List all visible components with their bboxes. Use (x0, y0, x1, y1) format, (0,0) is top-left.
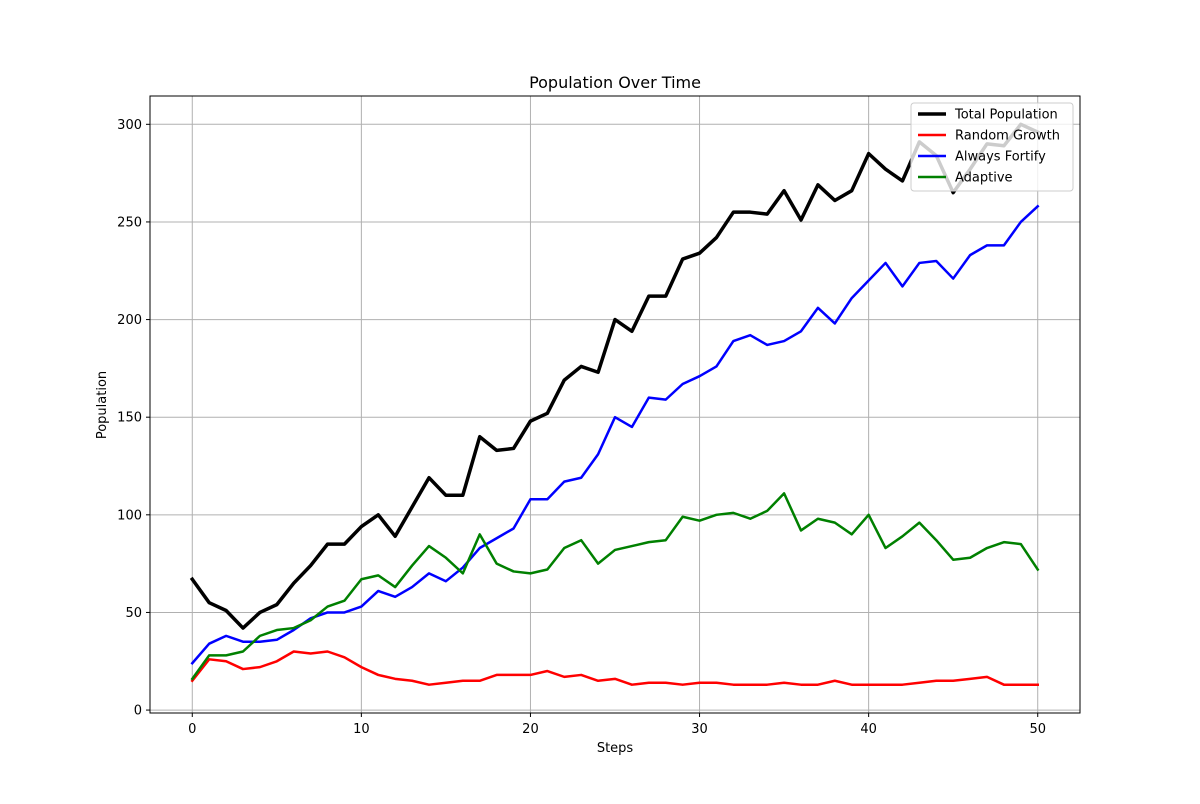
legend-box (910, 102, 1074, 192)
x-tick-label: 20 (522, 722, 539, 737)
x-tick-label: 10 (353, 722, 370, 737)
plot-frame (149, 95, 1081, 714)
legend-label-total-population: Total Population (954, 108, 1058, 123)
y-tick-label: 100 (117, 508, 142, 523)
series-line-random-growth (190, 650, 1039, 686)
y-tick-label: 150 (117, 411, 142, 426)
y-tick-label: 200 (117, 313, 142, 328)
y-tick-label: 0 (134, 704, 142, 719)
series-lines (189, 122, 1041, 686)
x-tick-label: 30 (691, 722, 708, 737)
y-tick-label: 250 (117, 215, 142, 230)
y-axis-label: Population (95, 371, 110, 439)
legend-label-always-fortify: Always Fortify (955, 150, 1046, 165)
series-line-always-fortify (190, 204, 1040, 665)
legend-label-adaptive: Adaptive (955, 171, 1013, 186)
y-tick-label: 300 (117, 118, 142, 133)
series-line-adaptive (190, 492, 1040, 681)
y-tick-label: 50 (125, 606, 142, 621)
x-tick-label: 50 (1029, 722, 1046, 737)
x-tick-label: 40 (860, 722, 877, 737)
x-axis-label: Steps (597, 741, 634, 756)
legend: Total Population Random Growth Always Fort… (910, 102, 1074, 192)
legend-label-random-growth: Random Growth (955, 129, 1060, 144)
series-line-total-population (189, 122, 1041, 630)
x-tick-label: 0 (188, 722, 196, 737)
chart-title: Population Over Time (529, 73, 701, 92)
axis-ticks: 0 10 20 30 40 50 0 50 100 150 200 250 300 (117, 118, 1046, 737)
